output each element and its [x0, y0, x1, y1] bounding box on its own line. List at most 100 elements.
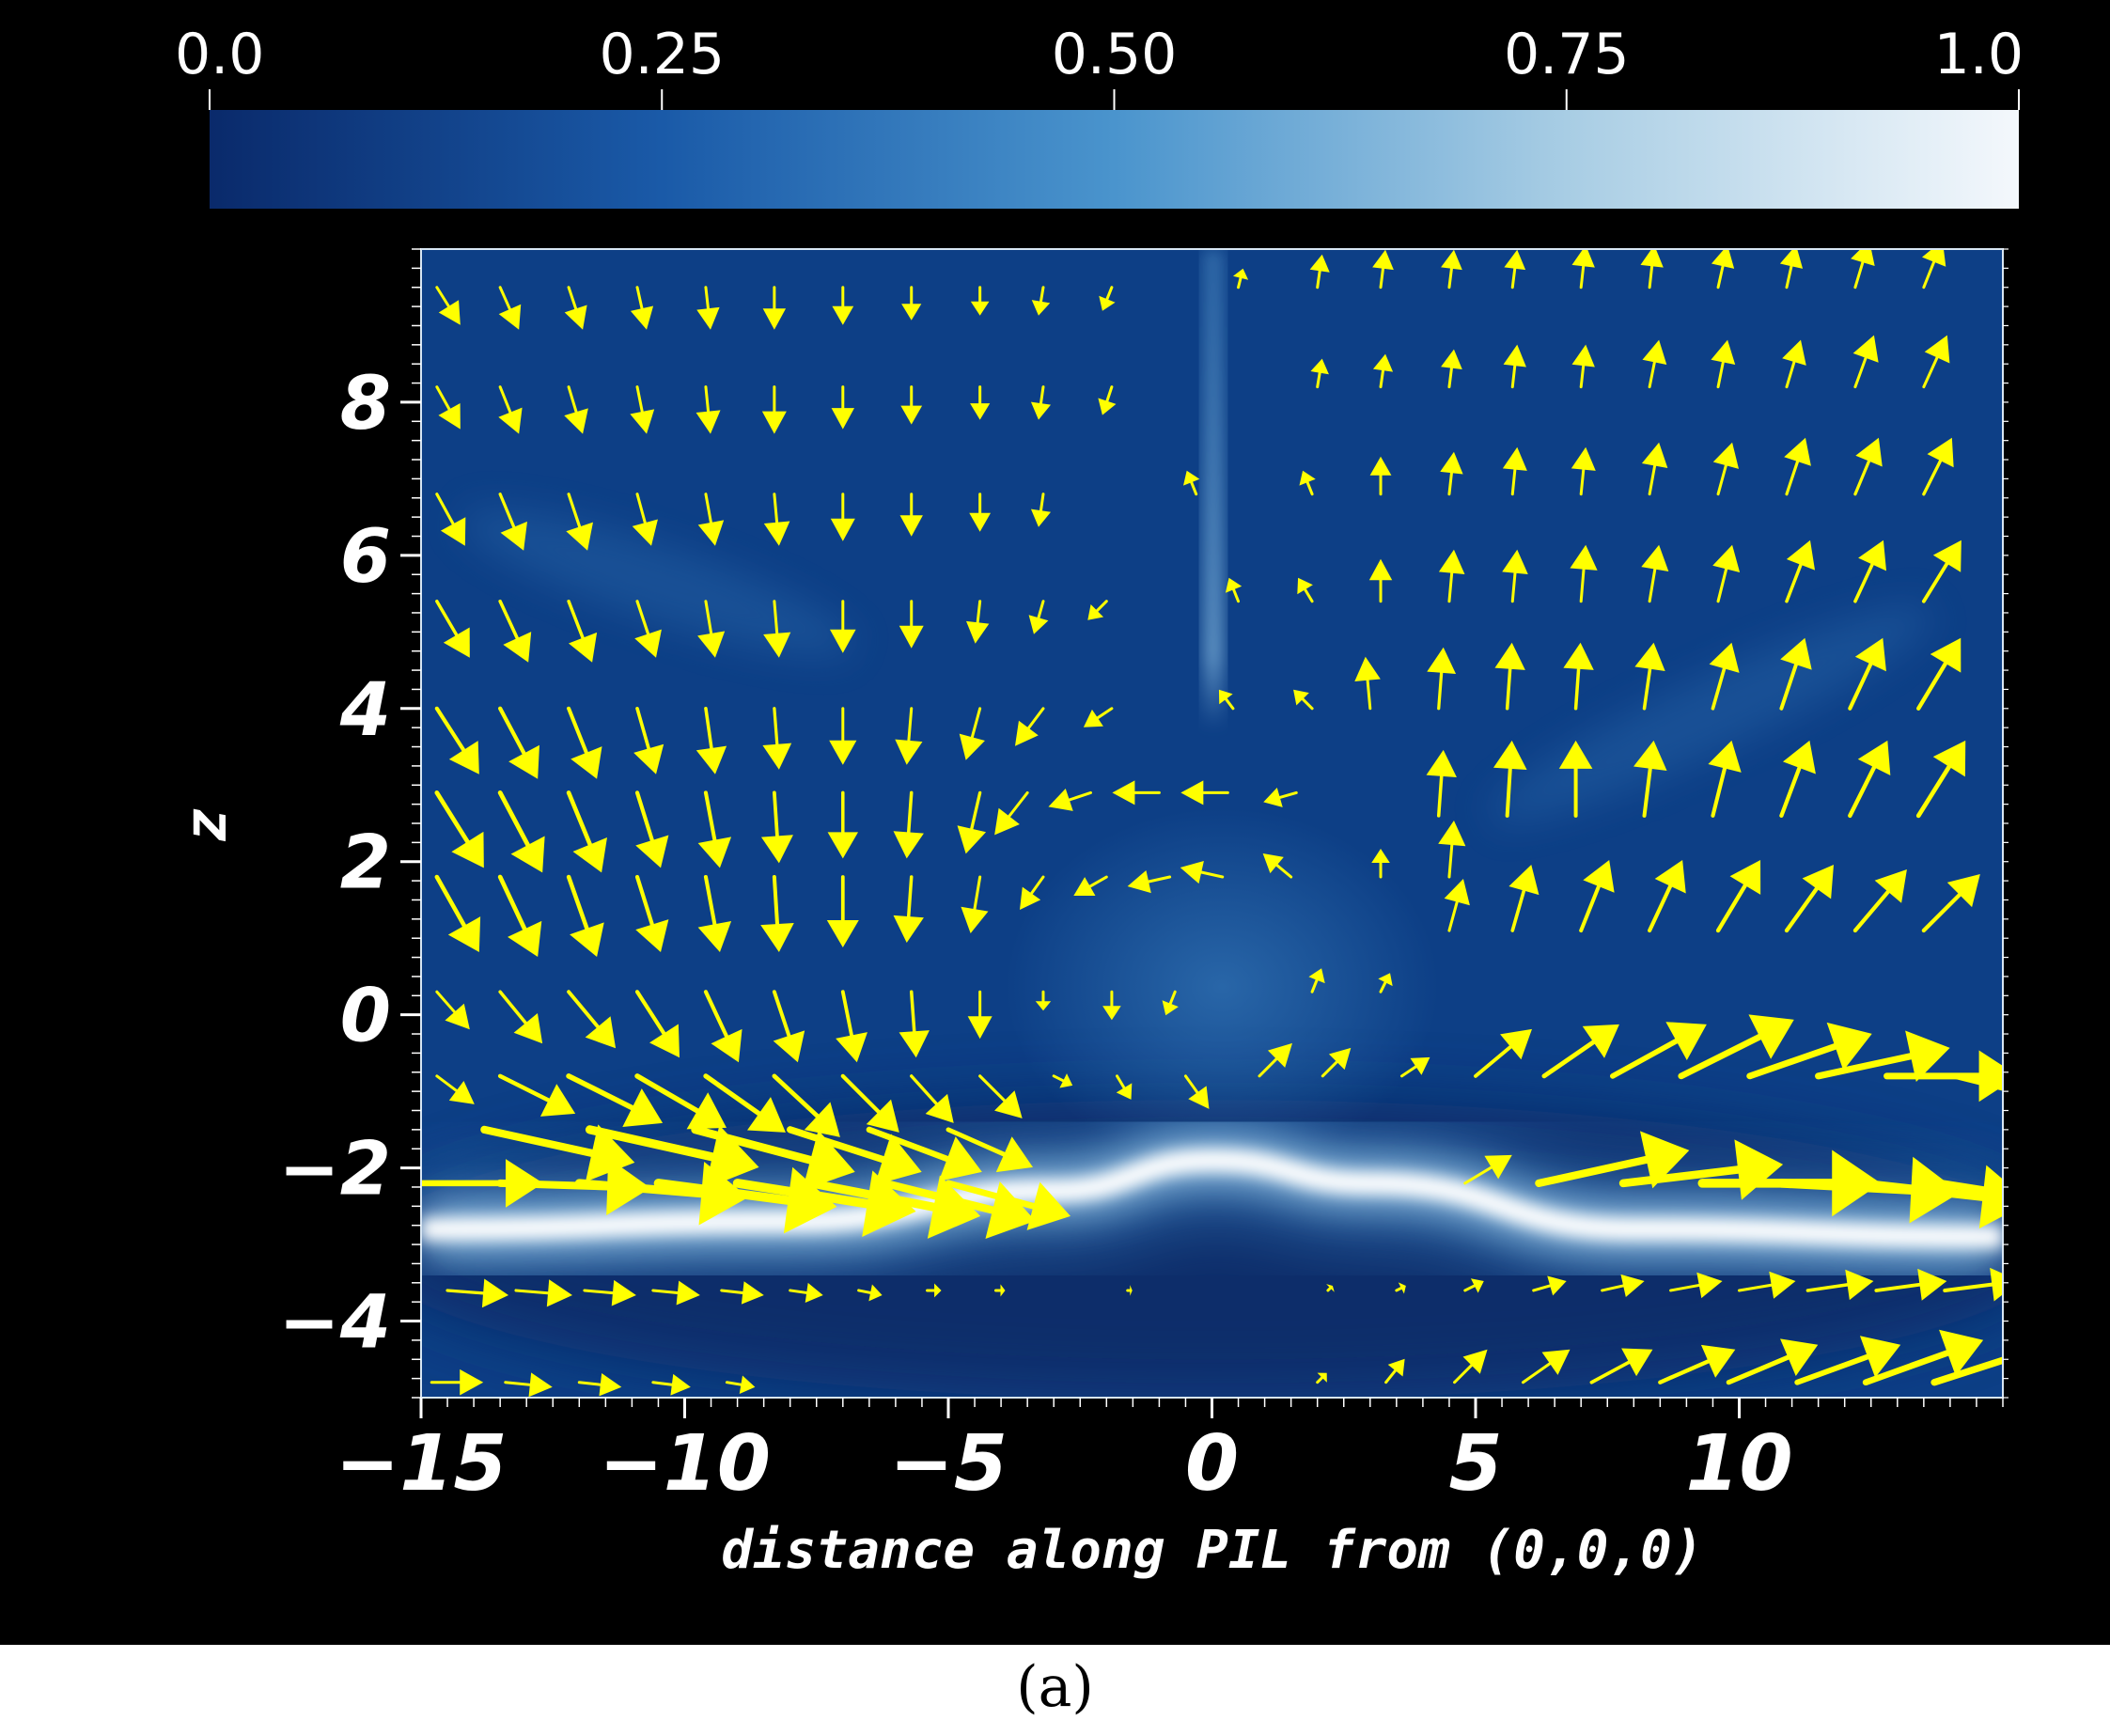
velocity-arrow: [840, 1073, 899, 1133]
velocity-arrow: [1293, 689, 1314, 711]
velocity-arrow: [498, 706, 539, 779]
velocity-arrow: [789, 1282, 823, 1303]
velocity-arrow: [1395, 1282, 1406, 1294]
velocity-arrow: [498, 385, 523, 434]
velocity-arrow: [1915, 740, 1966, 819]
velocity-arrow: [836, 990, 867, 1063]
velocity-arrow: [760, 790, 793, 864]
velocity-arrow: [899, 493, 923, 537]
velocity-arrow: [1726, 1338, 1819, 1385]
velocity-arrow: [1262, 853, 1293, 879]
velocity-arrow: [1258, 1042, 1292, 1078]
velocity-arrow: [497, 790, 545, 873]
y-axis-label: z: [171, 807, 240, 842]
velocity-arrow: [993, 1284, 1006, 1297]
velocity-arrow: [1263, 788, 1298, 807]
velocity-arrow: [1399, 1056, 1430, 1078]
velocity-arrow: [1746, 1022, 1872, 1080]
left-faint-band: [461, 509, 855, 656]
velocity-arrow: [1099, 286, 1116, 311]
velocity-arrow: [634, 600, 662, 658]
velocity-arrow: [1440, 451, 1463, 496]
velocity-arrow: [1453, 1349, 1488, 1384]
velocity-arrow: [1368, 558, 1393, 603]
velocity-arrow: [761, 385, 787, 434]
velocity-arrow: [1463, 1154, 1512, 1185]
velocity-arrow: [567, 600, 598, 663]
velocity-arrow: [1589, 1348, 1653, 1384]
velocity-arrow: [585, 1125, 759, 1189]
velocity-arrow: [504, 1372, 553, 1398]
velocity-arrow: [1648, 860, 1686, 933]
velocity-arrow: [1563, 642, 1594, 711]
velocity-arrow: [1579, 860, 1615, 933]
velocity-arrow: [1853, 437, 1883, 496]
velocity-arrow: [630, 385, 655, 434]
y-tick-label: 0: [340, 975, 391, 1059]
velocity-arrow: [1309, 254, 1330, 289]
velocity-arrow: [830, 493, 855, 541]
velocity-arrow: [564, 385, 588, 434]
velocity-arrow: [1083, 707, 1114, 727]
velocity-arrow: [1502, 446, 1527, 496]
velocity-arrow: [1785, 540, 1816, 603]
velocity-arrow: [691, 1125, 855, 1191]
velocity-arrow: [1952, 1072, 2003, 1091]
velocity-arrow: [1784, 437, 1811, 496]
velocity-arrow: [806, 1175, 981, 1239]
velocity-arrow: [760, 875, 794, 953]
velocity-arrow: [1715, 860, 1761, 933]
velocity-arrow: [1354, 656, 1381, 711]
velocity-arrow: [1112, 780, 1161, 805]
velocity-arrow: [1098, 385, 1117, 415]
y-tick-label: 2: [340, 821, 391, 906]
velocity-arrow: [1922, 335, 1950, 389]
velocity-arrow: [1678, 1014, 1794, 1080]
velocity-arrow: [1508, 865, 1540, 932]
velocity-arrow: [910, 1074, 954, 1123]
velocity-arrow: [1658, 1344, 1736, 1384]
velocity-arrow: [959, 707, 985, 760]
velocity-arrow: [1935, 1179, 2003, 1197]
velocity-arrow: [1709, 642, 1740, 711]
velocity-arrow: [1782, 339, 1806, 389]
velocity-arrow: [857, 1284, 883, 1302]
velocity-arrow: [1712, 442, 1740, 496]
x-tick-label: 5: [1448, 1419, 1502, 1509]
velocity-arrow: [1848, 637, 1886, 711]
y-tick-label: 6: [340, 515, 391, 600]
velocity-arrow: [1102, 990, 1121, 1021]
velocity-arrow: [969, 493, 992, 532]
vertical-column: [1203, 249, 1224, 728]
velocity-arrow: [1712, 544, 1741, 603]
velocity-arrow: [893, 790, 924, 859]
velocity-arrow: [1610, 1022, 1707, 1079]
x-axis-label: distance along PIL from (0,0,0): [721, 1520, 1703, 1581]
velocity-arrow: [772, 1073, 840, 1137]
velocity-arrow: [445, 1278, 509, 1308]
velocity-arrow: [1384, 1358, 1405, 1384]
colorbar: 0.0 0.25 0.50 0.75 1.0: [175, 22, 2024, 209]
right-faint-band: [1488, 605, 1933, 823]
velocity-arrow: [498, 493, 527, 551]
velocity-arrows: [421, 249, 2003, 1398]
velocity-arrow: [1805, 1269, 1874, 1301]
velocity-arrow: [1848, 740, 1891, 819]
velocity-arrow: [1737, 1271, 1796, 1299]
velocity-arrow: [1532, 1275, 1567, 1296]
velocity-arrow: [703, 990, 742, 1063]
velocity-arrow: [696, 286, 720, 330]
velocity-arrow: [566, 493, 593, 551]
velocity-arrow: [1225, 577, 1243, 603]
velocity-arrow: [1014, 707, 1045, 746]
velocity-arrow: [1779, 249, 1804, 289]
velocity-arrow: [435, 385, 461, 430]
velocity-arrow: [497, 874, 542, 958]
y-tick-label: 8: [340, 362, 391, 446]
velocity-arrow: [697, 493, 725, 546]
velocity-arrow: [1641, 544, 1669, 603]
velocity-arrow: [1503, 344, 1526, 389]
velocity-arrow: [497, 1073, 576, 1117]
velocity-arrow: [725, 1375, 756, 1394]
velocity-arrow: [566, 790, 607, 873]
